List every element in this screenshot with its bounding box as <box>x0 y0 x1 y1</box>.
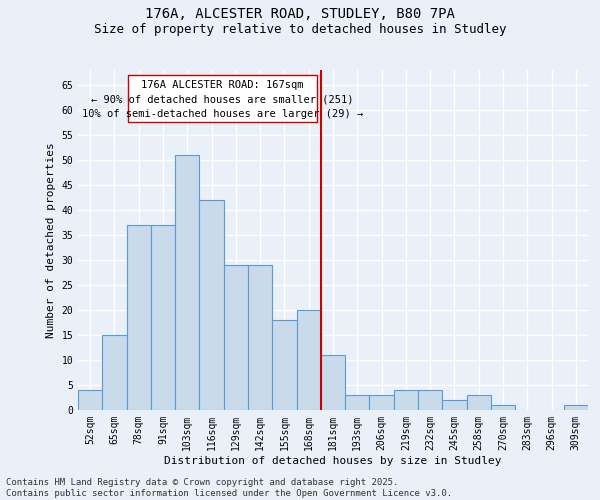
Bar <box>418 390 442 410</box>
Bar <box>272 320 296 410</box>
Bar <box>442 400 467 410</box>
Text: 10% of semi-detached houses are larger (29) →: 10% of semi-detached houses are larger (… <box>82 110 363 120</box>
Y-axis label: Number of detached properties: Number of detached properties <box>46 142 56 338</box>
Bar <box>199 200 224 410</box>
X-axis label: Distribution of detached houses by size in Studley: Distribution of detached houses by size … <box>164 456 502 466</box>
Bar <box>102 335 127 410</box>
Bar <box>151 225 175 410</box>
Bar <box>370 395 394 410</box>
Bar <box>467 395 491 410</box>
Bar <box>345 395 370 410</box>
Text: 176A ALCESTER ROAD: 167sqm: 176A ALCESTER ROAD: 167sqm <box>141 80 304 90</box>
Text: Size of property relative to detached houses in Studley: Size of property relative to detached ho… <box>94 22 506 36</box>
Text: 176A, ALCESTER ROAD, STUDLEY, B80 7PA: 176A, ALCESTER ROAD, STUDLEY, B80 7PA <box>145 8 455 22</box>
Text: ← 90% of detached houses are smaller (251): ← 90% of detached houses are smaller (25… <box>91 95 354 105</box>
Bar <box>564 405 588 410</box>
Bar <box>78 390 102 410</box>
Bar <box>175 155 199 410</box>
Bar <box>127 225 151 410</box>
Bar <box>296 310 321 410</box>
Bar <box>394 390 418 410</box>
Bar <box>321 355 345 410</box>
Bar <box>491 405 515 410</box>
FancyBboxPatch shape <box>128 75 317 122</box>
Text: Contains HM Land Registry data © Crown copyright and database right 2025.
Contai: Contains HM Land Registry data © Crown c… <box>6 478 452 498</box>
Bar <box>224 265 248 410</box>
Bar <box>248 265 272 410</box>
